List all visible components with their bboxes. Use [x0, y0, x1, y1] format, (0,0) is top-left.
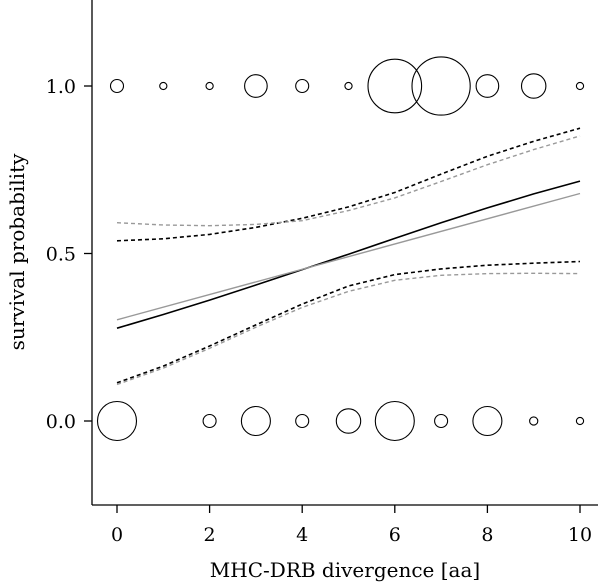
data-point-bubble	[205, 81, 214, 91]
data-point-bubble	[240, 405, 271, 437]
data-point-bubble	[472, 405, 503, 437]
data-point-bubble	[411, 56, 471, 116]
data-point-bubble	[344, 81, 353, 91]
data-point-bubble	[109, 78, 125, 94]
x-tick-label: 4	[296, 524, 308, 546]
data-point-bubble	[335, 408, 362, 434]
y-tick-label: 0.5	[46, 244, 76, 266]
data-point-bubble	[520, 73, 547, 99]
data-point-bubble	[434, 413, 449, 429]
data-point-bubble	[374, 400, 415, 442]
data-point-bubble	[244, 74, 268, 98]
confidence-band-line-1	[116, 127, 581, 242]
points-group	[96, 56, 585, 442]
y-axis-label: survival probability	[5, 153, 29, 351]
x-tick-label: 0	[111, 524, 123, 546]
x-ticks: 0 2 4 6 8 10	[111, 505, 592, 546]
fit-line-3	[116, 192, 581, 321]
y-ticks: 0.0 0.5 1.0	[46, 76, 92, 433]
series-group	[116, 127, 581, 386]
data-point-bubble	[475, 74, 500, 98]
fit-line-0	[116, 180, 581, 329]
x-axis-label: MHC-DRB divergence [aa]	[210, 558, 480, 582]
data-point-bubble	[575, 81, 585, 91]
data-point-bubble	[575, 416, 585, 426]
x-tick-label: 6	[389, 524, 401, 546]
confidence-band-line-2	[116, 260, 581, 384]
data-point-bubble	[96, 400, 138, 442]
data-point-bubble	[159, 81, 168, 91]
data-point-bubble	[202, 413, 217, 429]
data-point-bubble	[295, 78, 310, 94]
data-point-bubble	[367, 58, 423, 114]
confidence-band-line-4	[116, 135, 581, 227]
y-tick-label: 1.0	[46, 76, 76, 98]
plot-frame	[91, 0, 598, 506]
y-tick-label: 0.0	[46, 411, 76, 433]
data-point-bubble	[295, 413, 310, 429]
x-tick-label: 2	[204, 524, 216, 546]
data-point-bubble	[529, 416, 539, 426]
x-tick-label: 10	[568, 524, 592, 546]
confidence-band-line-5	[116, 272, 581, 386]
x-tick-label: 8	[481, 524, 493, 546]
